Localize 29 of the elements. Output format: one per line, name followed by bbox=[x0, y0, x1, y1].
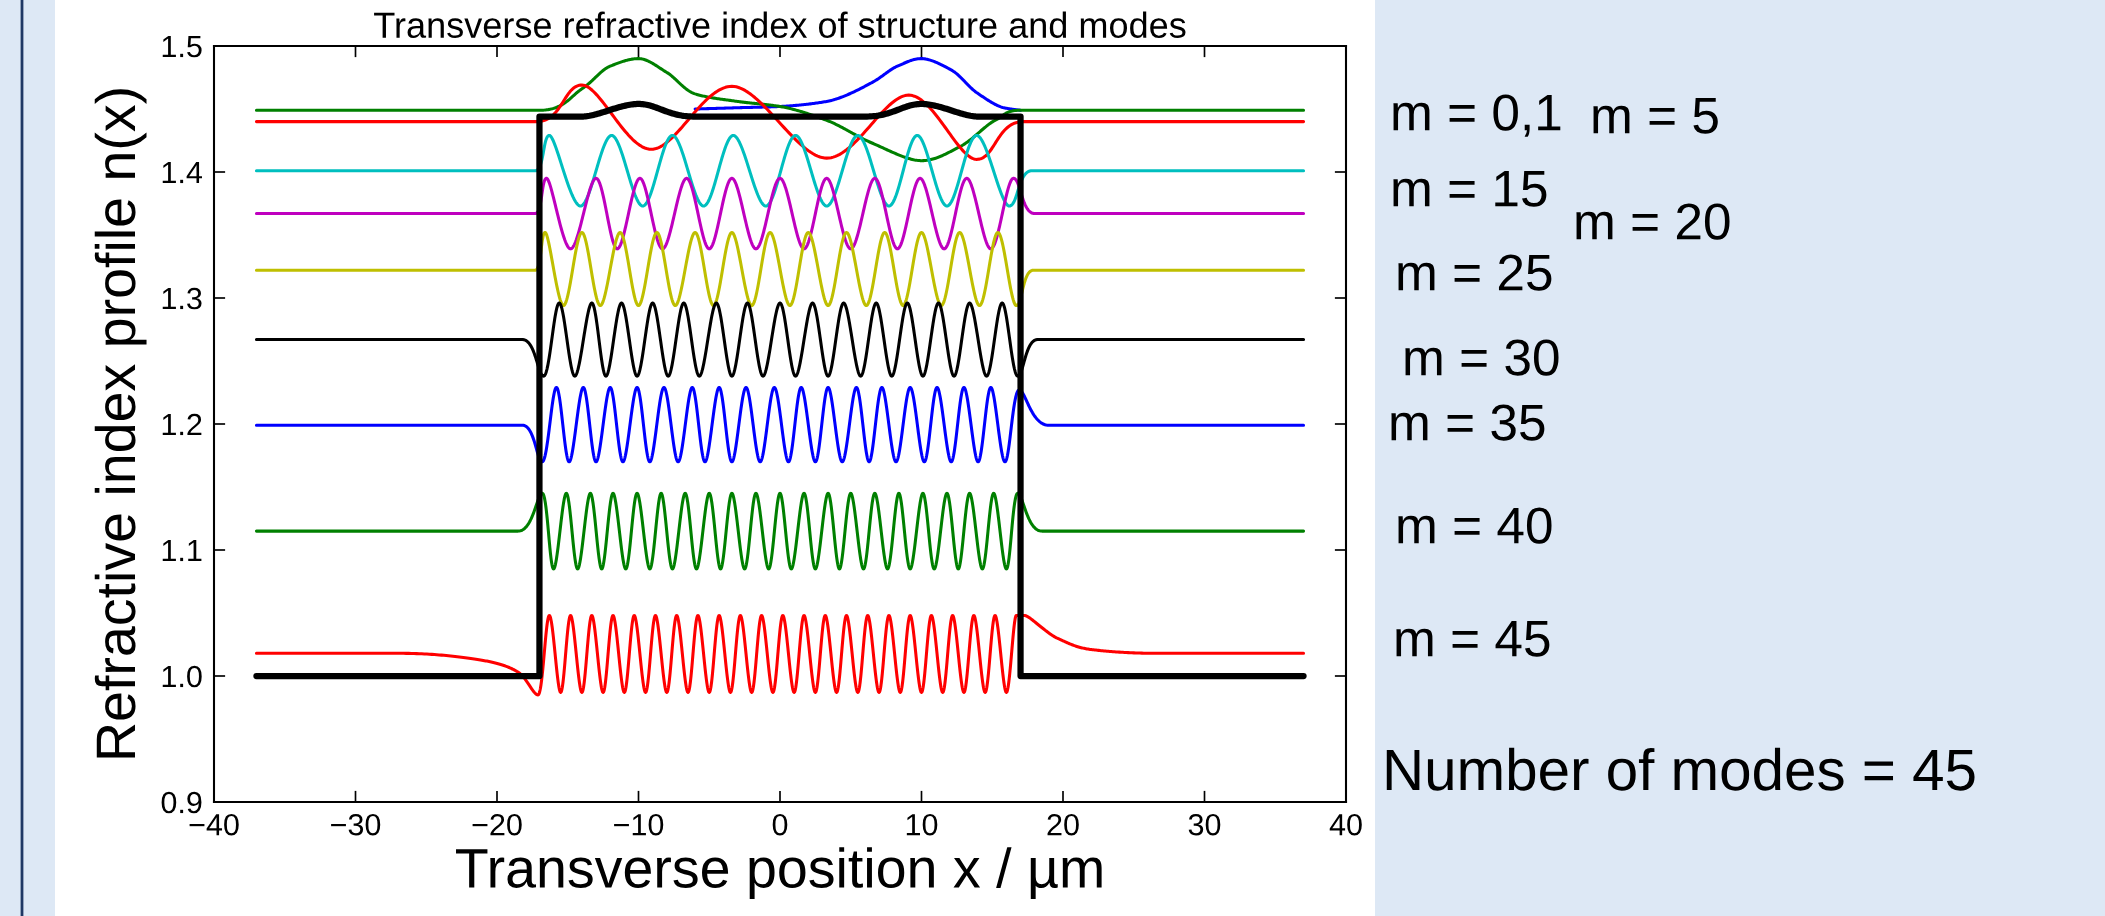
y-tick-label: 1.1 bbox=[162, 540, 202, 562]
text: m = 35 bbox=[1391, 404, 1545, 441]
text: Number of modes = 45 bbox=[1386, 747, 1975, 791]
y-tick-label: 0.9 bbox=[161, 791, 202, 814]
y-tick-label: 1.0 bbox=[162, 665, 202, 688]
text: m = 5 bbox=[1593, 97, 1718, 134]
text: m = 20 bbox=[1576, 203, 1730, 240]
x-tick-label: 10 bbox=[906, 813, 938, 836]
chart-title: Transverse refractive index of structure and modes bbox=[374, 11, 1186, 39]
text: m = 45 bbox=[1396, 620, 1550, 657]
x-tick-label: 30 bbox=[1188, 813, 1221, 836]
text: m = 25 bbox=[1398, 254, 1552, 291]
x-tick-label: −10 bbox=[614, 813, 664, 836]
y-tick-label: 1.2 bbox=[162, 413, 202, 436]
x-tick-label: 40 bbox=[1329, 813, 1362, 836]
y-tick-label: 1.5 bbox=[162, 36, 202, 58]
x-axis-title: Transverse position x / µm bbox=[456, 847, 1102, 899]
y-tick-label: 1.4 bbox=[162, 162, 202, 184]
x-tick-label: 0 bbox=[772, 813, 788, 836]
text: m = 40 bbox=[1398, 507, 1552, 544]
x-tick-label: −40 bbox=[189, 813, 239, 836]
x-tick-label: −30 bbox=[331, 813, 381, 836]
y-axis-title: Refractive index profile n(x) bbox=[94, 89, 147, 758]
y-tick-label: 1.3 bbox=[162, 287, 202, 310]
x-tick-label: 20 bbox=[1047, 813, 1079, 836]
text: m = 0,1 bbox=[1393, 94, 1561, 137]
text: m = 15 bbox=[1393, 170, 1547, 207]
x-tick-label: −20 bbox=[472, 813, 522, 836]
text: m = 30 bbox=[1405, 339, 1559, 376]
